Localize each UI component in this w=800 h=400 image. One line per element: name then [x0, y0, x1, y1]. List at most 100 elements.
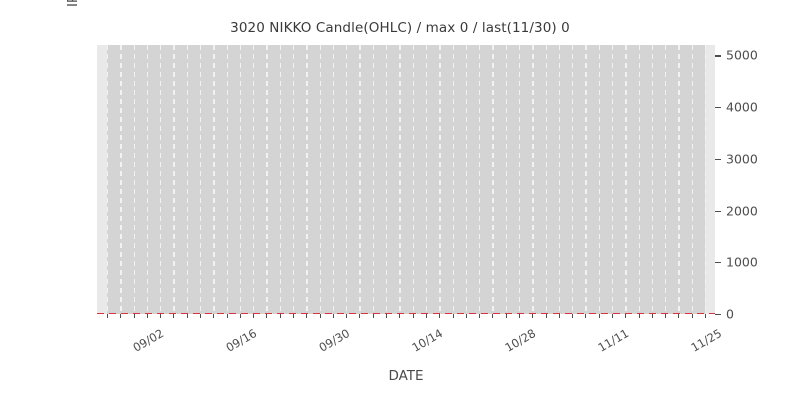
x-tick-minor — [518, 314, 520, 318]
x-tick-minor — [319, 314, 321, 318]
y-tick-label: 2000 — [726, 203, 758, 219]
x-tick-minor — [279, 314, 281, 318]
gridline-vertical — [412, 45, 414, 314]
gridline-vertical — [386, 45, 388, 314]
x-tick-minor — [545, 314, 547, 318]
x-tick-minor — [665, 314, 667, 318]
y-tick-mark — [715, 210, 721, 212]
x-tick-minor — [439, 314, 441, 318]
x-tick-label: 09/02 — [130, 326, 166, 355]
x-tick-minor — [505, 314, 507, 318]
x-tick-minor — [293, 314, 295, 318]
x-tick-minor — [412, 314, 414, 318]
y-tick-mark — [715, 107, 721, 109]
gridline-vertical — [585, 45, 587, 314]
x-tick-minor — [638, 314, 640, 318]
x-tick-minor — [425, 314, 427, 318]
x-tick-minor — [213, 314, 215, 318]
x-tick-minor — [465, 314, 467, 318]
gridline-vertical — [678, 45, 680, 314]
x-axis-ticks: 09/02 09/16 09/30 10/14 10/28 11/11 11/25 — [97, 314, 724, 355]
gridline-vertical — [399, 45, 401, 314]
x-tick-minor — [332, 314, 334, 318]
x-tick-minor — [678, 314, 680, 318]
y-tick-label: 1000 — [726, 254, 758, 270]
x-tick-minor — [585, 314, 587, 318]
x-tick-minor — [160, 314, 162, 318]
gridline-vertical — [479, 45, 481, 314]
y-tick-label: 4000 — [726, 99, 758, 115]
x-tick-minor — [107, 314, 108, 318]
x-tick-minor — [200, 314, 202, 318]
x-tick-minor — [705, 314, 706, 318]
gridline-vertical — [638, 45, 640, 314]
gridline-vertical — [173, 45, 175, 314]
gridline-vertical — [545, 45, 547, 314]
gridline-vertical — [359, 45, 361, 314]
x-tick-minor — [452, 314, 454, 318]
gridline-vertical — [532, 45, 534, 314]
x-tick-minor — [479, 314, 481, 318]
gridline-vertical — [452, 45, 454, 314]
x-tick-minor — [399, 314, 401, 318]
y-tick-label: 0 — [726, 306, 734, 322]
y-tick-label: 5000 — [726, 47, 758, 63]
y-tick-mark — [715, 55, 721, 57]
gridline-vertical — [492, 45, 494, 314]
x-tick-minor — [120, 314, 122, 318]
gridline-vertical — [651, 45, 654, 314]
gridline-vertical — [465, 45, 468, 314]
x-tick-minor — [372, 314, 374, 318]
chart-title: 3020 NIKKO Candle(OHLC) / max 0 / last(1… — [230, 20, 570, 36]
gridline-vertical — [518, 45, 521, 314]
gridline-vertical — [293, 45, 295, 314]
y-axis-ticks: 0 1000 2000 3000 4000 5000 — [715, 45, 795, 322]
x-tick-minor — [625, 314, 627, 318]
x-tick-minor — [691, 314, 693, 318]
x-tick-minor — [266, 314, 268, 318]
x-tick-minor — [386, 314, 388, 318]
gridline-vertical — [332, 45, 335, 314]
gridline-vertical — [160, 45, 162, 314]
gridline-vertical — [319, 45, 321, 314]
x-tick-minor — [572, 314, 574, 318]
gridline-vertical — [665, 45, 667, 314]
gridline-vertical — [213, 45, 215, 314]
gridline-vertical — [439, 45, 441, 314]
x-tick-minor — [651, 314, 653, 318]
x-tick-minor — [346, 314, 348, 318]
x-tick-label: 10/28 — [502, 326, 538, 355]
x-tick-minor — [306, 314, 308, 318]
gridline-vertical — [120, 45, 122, 314]
y-tick-mark — [715, 158, 721, 160]
x-tick-minor — [492, 314, 494, 318]
gridline-vertical — [425, 45, 428, 314]
x-tick-minor — [532, 314, 534, 318]
series-line-ippan-zaiko — [97, 312, 715, 315]
gridline-vertical — [346, 45, 348, 314]
gridline-vertical — [505, 45, 507, 314]
gridline-vertical — [186, 45, 189, 314]
gridline-vertical — [133, 45, 135, 314]
x-tick-minor — [146, 314, 148, 318]
gridline-vertical — [266, 45, 268, 314]
x-tick-minor — [173, 314, 175, 318]
gridline-vertical — [625, 45, 627, 314]
x-tick-label: 09/16 — [223, 326, 259, 355]
gridline-vertical — [572, 45, 574, 314]
x-tick-minor — [558, 314, 560, 318]
x-tick-minor — [598, 314, 600, 318]
gridline-vertical — [239, 45, 242, 314]
x-axis-title: DATE — [388, 368, 424, 384]
x-tick-label: 10/14 — [409, 326, 445, 355]
y-axis-title: IPPAN ZAIKO (volume) — [62, 0, 84, 67]
y-tick-label: 3000 — [726, 151, 758, 167]
gridline-vertical — [691, 45, 693, 314]
gridline-vertical — [253, 45, 255, 314]
gridline-vertical — [611, 45, 614, 314]
gridline-vertical — [558, 45, 561, 314]
gridline-vertical — [146, 45, 149, 314]
y-tick-mark — [715, 314, 721, 316]
gridline-vertical — [598, 45, 600, 314]
